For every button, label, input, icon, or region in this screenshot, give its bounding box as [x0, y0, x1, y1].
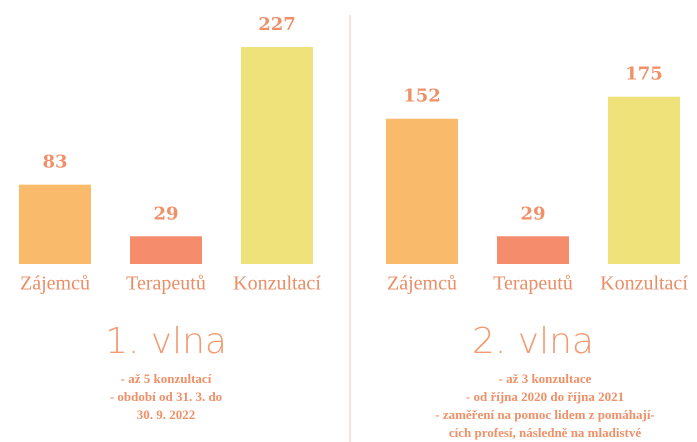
value-label: 29 [153, 203, 178, 224]
note: - až 3 konzultace [499, 371, 592, 386]
category-label: Terapeutů [126, 273, 206, 295]
bar [608, 96, 680, 264]
value-label: 227 [258, 14, 296, 35]
bar [19, 184, 91, 264]
bar [497, 236, 569, 264]
value-label: 175 [625, 64, 663, 85]
category-label: Terapeutů [493, 273, 573, 295]
category-label: Zájemců [20, 273, 90, 295]
panel-title: 1. vlna [105, 321, 227, 362]
value-label: 29 [520, 203, 545, 224]
value-label: 83 [42, 152, 67, 173]
category-label: Konzultací [600, 273, 688, 295]
category-label: Konzultací [233, 273, 321, 295]
note: - období od 31. 3. do [110, 389, 222, 404]
bar [241, 47, 313, 264]
bar [130, 236, 202, 264]
note: cích profesí, následně na mladistvé [449, 425, 641, 440]
panel-title: 2. vlna [472, 321, 594, 362]
note: 30. 9. 2022 [137, 407, 196, 422]
value-label: 152 [403, 86, 441, 107]
bar [386, 118, 458, 264]
note: - až 5 konzultací [121, 371, 212, 386]
note: - zaměření na pomoc lidem z pomáhají- [435, 407, 655, 422]
category-label: Zájemců [387, 273, 457, 295]
note: - od října 2020 do října 2021 [466, 389, 624, 404]
